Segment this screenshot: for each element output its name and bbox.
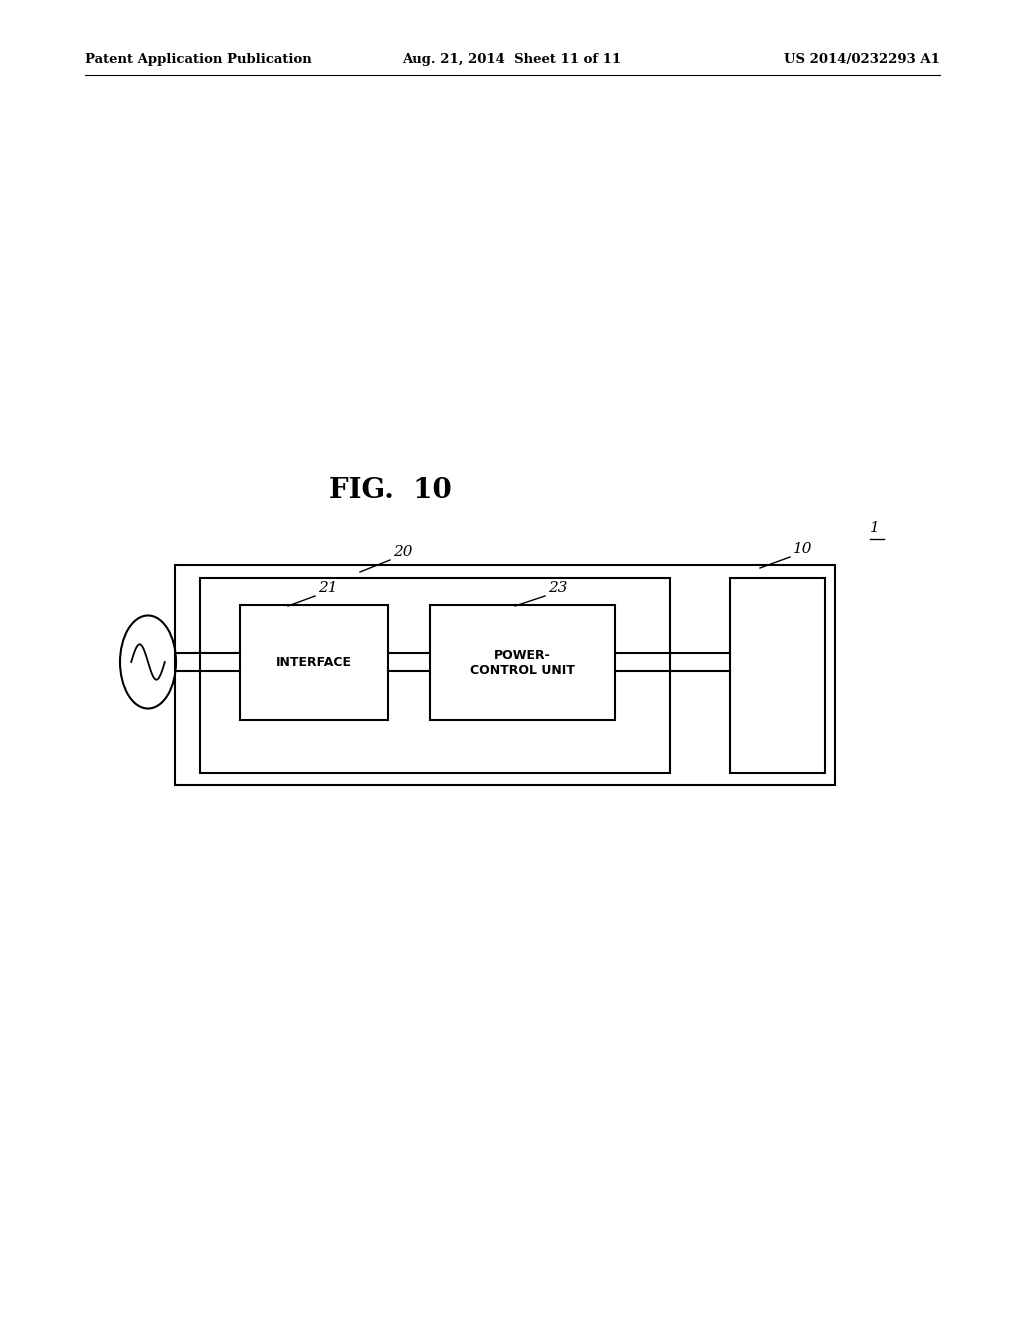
Text: INTERFACE: INTERFACE	[276, 656, 352, 669]
Text: Aug. 21, 2014  Sheet 11 of 11: Aug. 21, 2014 Sheet 11 of 11	[402, 54, 622, 66]
Text: Patent Application Publication: Patent Application Publication	[85, 54, 311, 66]
Text: 23: 23	[548, 581, 567, 595]
Bar	[240, 605, 388, 719]
Text: US 2014/0232293 A1: US 2014/0232293 A1	[784, 54, 940, 66]
Text: 10: 10	[793, 541, 812, 556]
Text: 1: 1	[870, 521, 880, 535]
Bar	[430, 605, 615, 719]
Text: POWER-
CONTROL UNIT: POWER- CONTROL UNIT	[470, 648, 574, 677]
Bar	[175, 565, 835, 785]
Bar	[730, 578, 825, 774]
Text: FIG.  10: FIG. 10	[329, 477, 452, 503]
Text: 20: 20	[393, 545, 413, 558]
Text: 21: 21	[318, 581, 338, 595]
Bar	[200, 578, 670, 774]
